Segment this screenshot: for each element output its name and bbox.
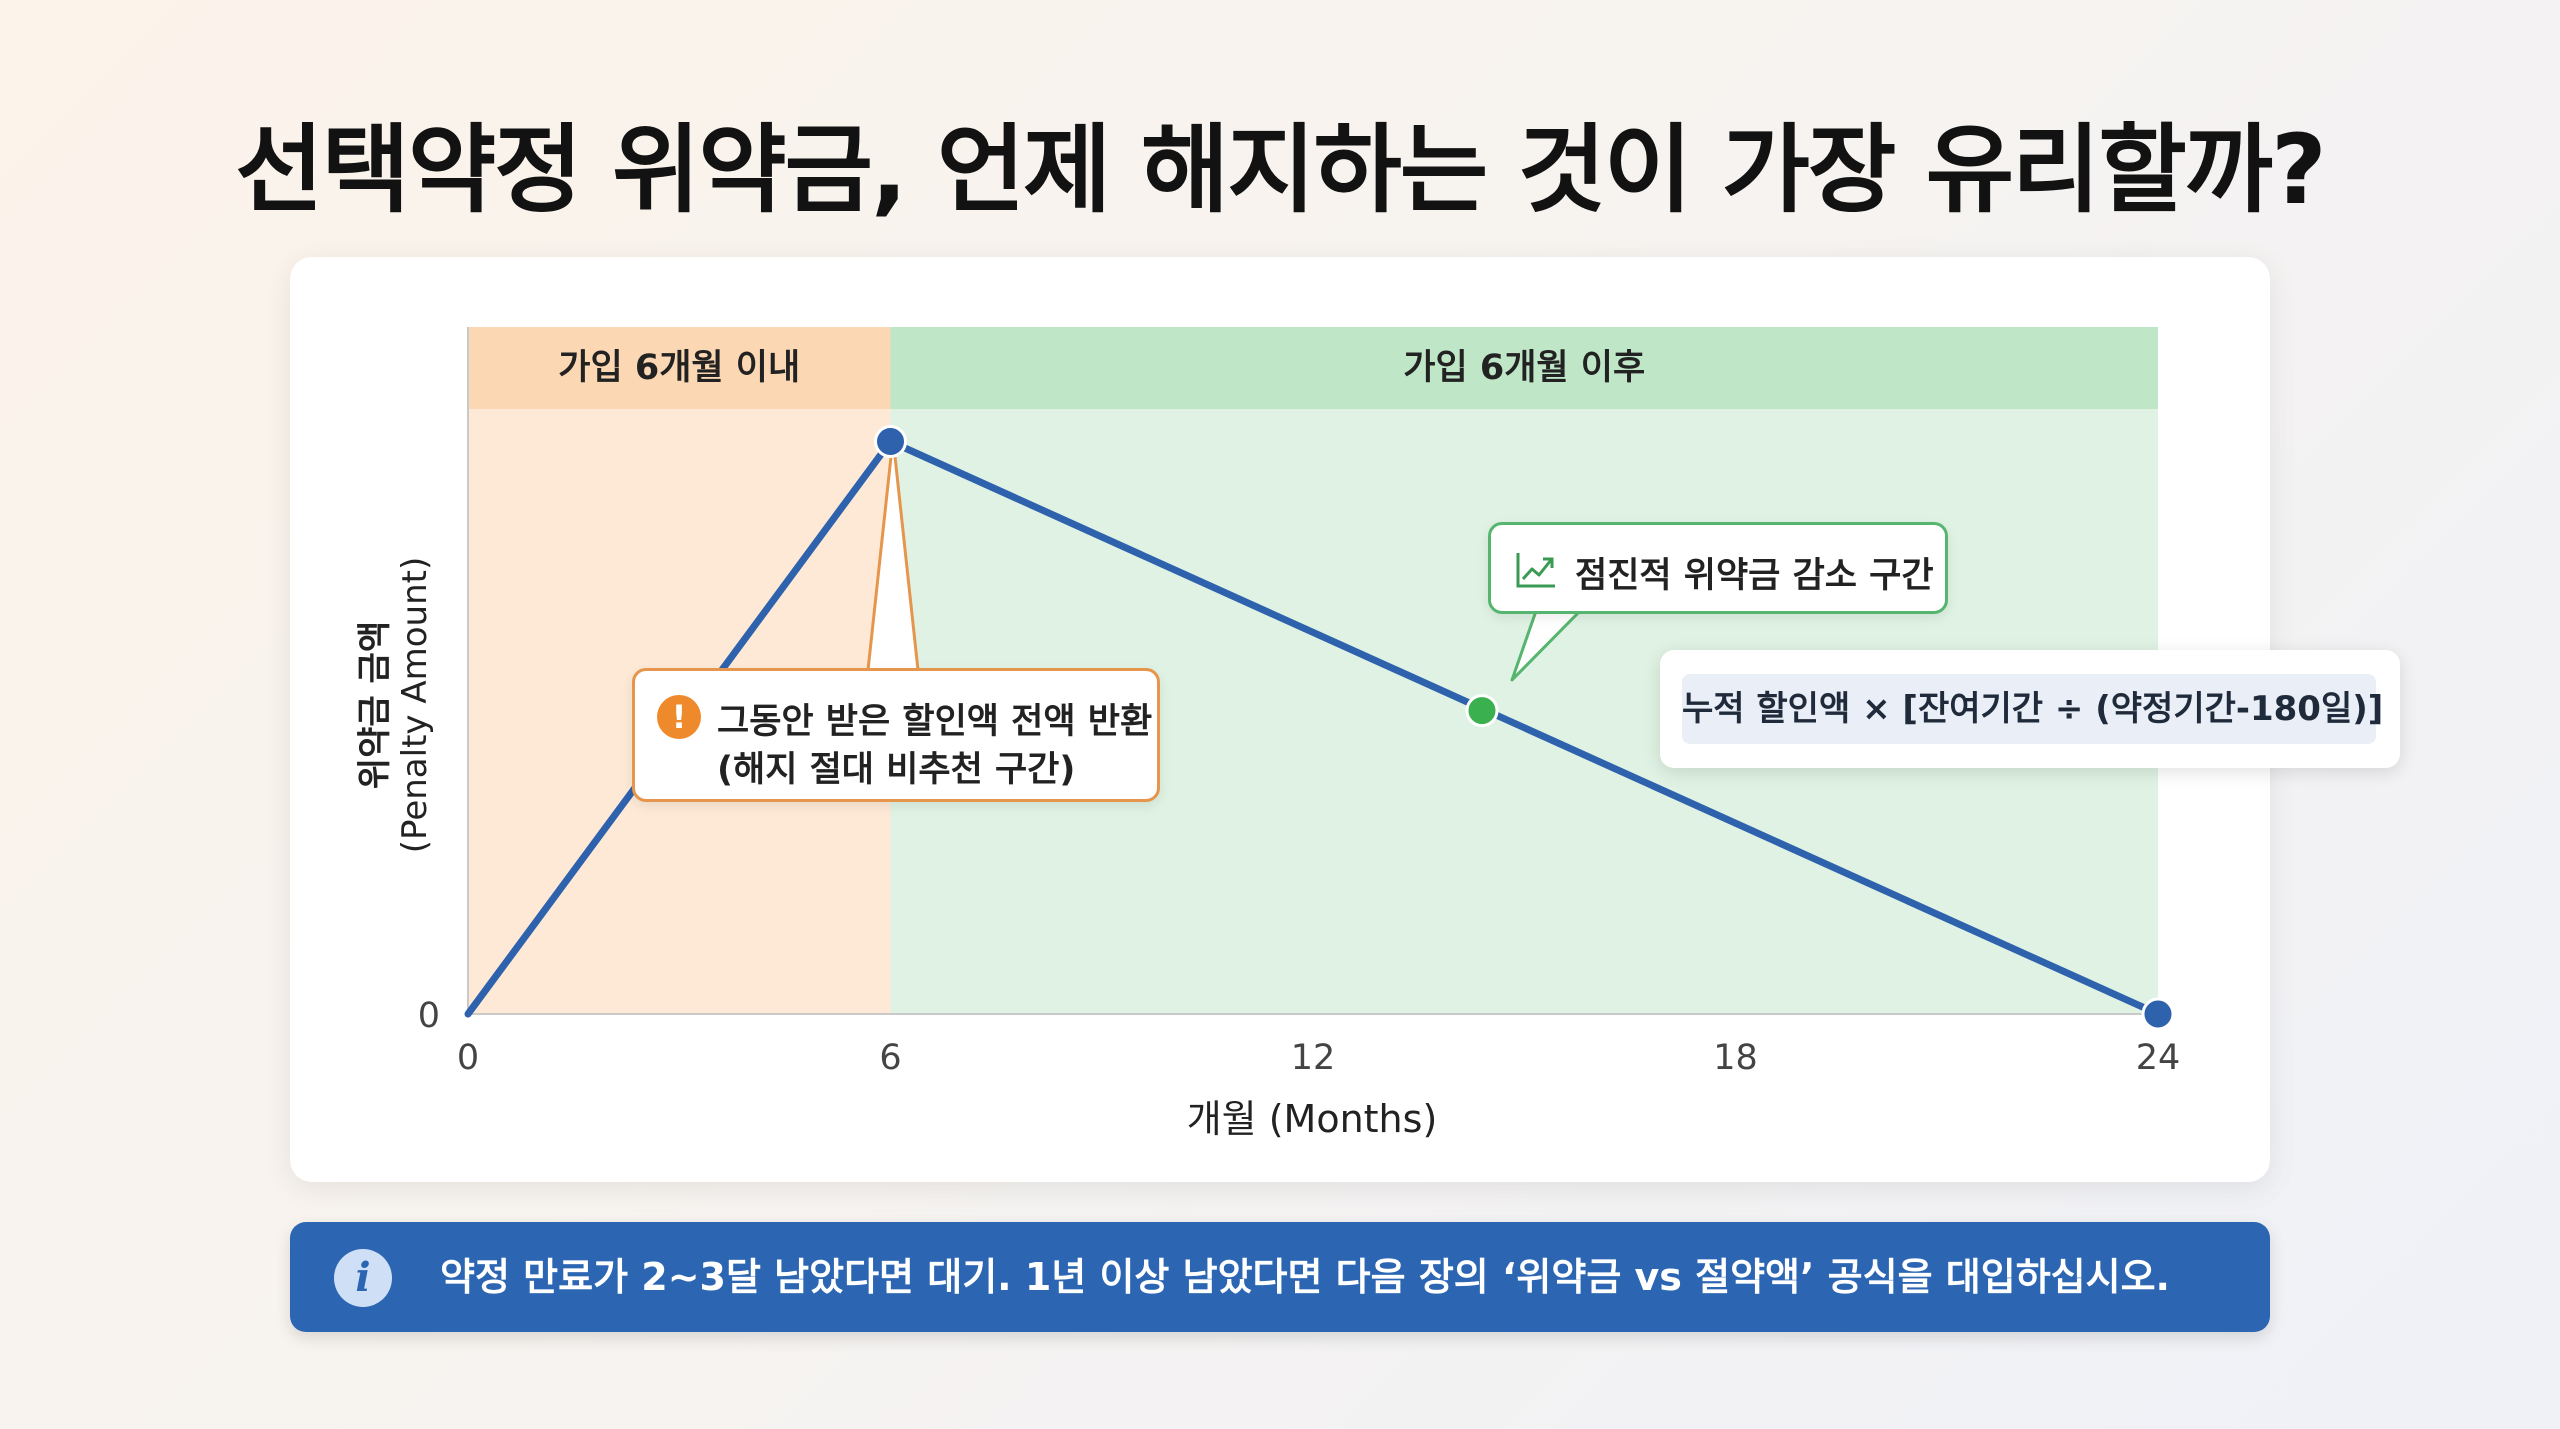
formula-text: 누적 할인액 × [잔여기간 ÷ (약정기간-180일)]	[1682, 674, 2383, 744]
x-tick-label: 24	[2136, 1038, 2181, 1078]
zone-band-1	[890, 327, 2158, 409]
ticks-layer: 0 6 12 18 24 0	[418, 996, 2181, 1078]
y-axis-label-en: (Penalty Amount)	[395, 556, 435, 854]
y-axis-label-ko: 위약금 금액	[354, 620, 395, 790]
formula-card: 누적 할인액 × [잔여기간 ÷ (약정기간-180일)]	[1660, 650, 2400, 768]
exclamation-circle-icon: !	[657, 695, 701, 739]
page-title: 선택약정 위약금, 언제 해지하는 것이 가장 유리할까?	[235, 114, 2326, 226]
trending-up-icon	[1516, 553, 1555, 588]
warning-text-line2: (해지 절대 비추천 구간)	[717, 750, 1076, 790]
decrease-text: 점진적 위약금 감소 구간	[1575, 556, 1934, 596]
highlight-point	[1465, 694, 1499, 728]
y-tick-label: 0	[418, 996, 440, 1036]
x-tick-label: 6	[879, 1038, 901, 1078]
data-point	[874, 425, 907, 458]
points-layer	[874, 425, 2175, 1031]
x-tick-label: 12	[1291, 1038, 1336, 1078]
info-circle-icon: i	[334, 1249, 392, 1307]
decrease-callout: 점진적 위약금 감소 구간	[1488, 522, 1948, 614]
zone-label-early: 가입 6개월 이내	[558, 348, 801, 388]
y-axis-label: 위약금 금액 (Penalty Amount)	[355, 557, 435, 853]
zone-band-0	[468, 327, 891, 409]
warning-callout: ! 그동안 받은 할인액 전액 반환 (해지 절대 비추천 구간)	[632, 668, 1160, 802]
x-tick-label: 18	[1713, 1038, 1758, 1078]
data-point	[2141, 997, 2175, 1031]
info-banner: i 약정 만료가 2~3달 남았다면 대기. 1년 이상 남았다면 다음 장의 …	[290, 1222, 2270, 1332]
axes-layer	[467, 327, 2158, 1015]
zone-label-late: 가입 6개월 이후	[1403, 348, 1646, 388]
banner-text: 약정 만료가 2~3달 남았다면 대기. 1년 이상 남았다면 다음 장의 ‘위…	[440, 1255, 2170, 1299]
warning-text-line1: 그동안 받은 할인액 전액 반환	[717, 702, 1153, 742]
x-axis-label: 개월 (Months)	[1186, 1097, 1438, 1141]
x-tick-label: 0	[457, 1038, 479, 1078]
